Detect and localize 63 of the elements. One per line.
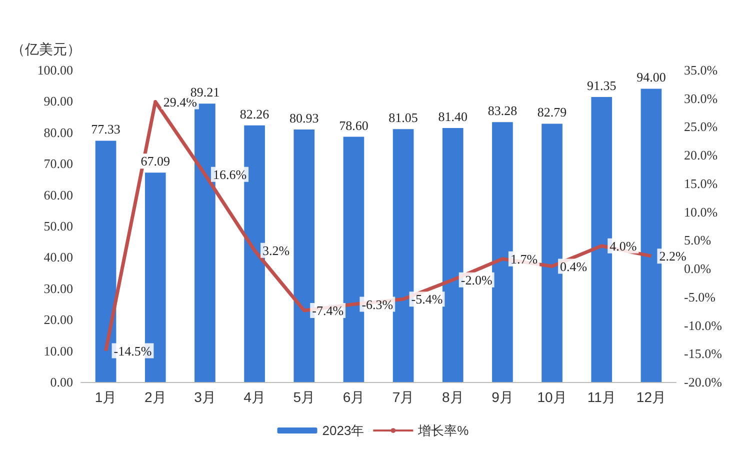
y2-tick-label: 10.0% — [684, 204, 718, 220]
y2-tick-label: 0.0% — [684, 261, 712, 276]
data-label: 67.09 — [140, 154, 170, 169]
x-tick-label: 9月 — [492, 389, 514, 405]
y2-tick-label: 35.0% — [684, 62, 718, 78]
y2-tick-label: 30.0% — [684, 90, 718, 106]
data-label: 91.35 — [587, 78, 616, 93]
x-tick-label: 3月 — [194, 389, 216, 405]
bar — [492, 122, 513, 382]
y-tick-label: 100.00 — [37, 62, 73, 78]
data-label: 4.0% — [610, 238, 637, 254]
y2-tick-label: -10.0% — [684, 318, 722, 333]
data-label: 3.2% — [262, 242, 290, 258]
y2-tick-label: 20.0% — [684, 148, 718, 163]
y-tick-label: 30.00 — [44, 280, 73, 296]
x-tick-label: 6月 — [342, 389, 365, 405]
data-label: -2.0% — [460, 272, 492, 288]
data-label: 78.60 — [339, 118, 368, 133]
data-label: -14.5% — [114, 343, 152, 358]
x-tick-label: 11月 — [587, 389, 616, 405]
data-label: 82.79 — [537, 104, 567, 120]
data-label: 16.6% — [212, 166, 247, 182]
legend-label: 增长率% — [417, 423, 470, 438]
x-tick-label: 12月 — [636, 389, 666, 405]
bar — [194, 104, 216, 382]
data-label: 81.40 — [438, 109, 468, 124]
y-tick-label: 60.00 — [44, 187, 73, 202]
y2-tick-label: -5.0% — [684, 289, 716, 304]
data-label: 77.33 — [91, 122, 120, 137]
x-tick-label: 7月 — [392, 389, 414, 405]
x-tick-label: 2月 — [144, 389, 166, 405]
y-tick-label: 50.00 — [44, 218, 73, 234]
x-tick-label: 10月 — [537, 389, 567, 405]
data-label: 1.7% — [510, 251, 538, 266]
x-tick-label: 8月 — [442, 389, 464, 405]
data-label: 82.26 — [240, 106, 270, 122]
y-tick-label: 20.00 — [44, 312, 73, 328]
y2-tick-label: -15.0% — [684, 346, 722, 362]
data-label: 0.4% — [560, 258, 588, 274]
legend-label: 2023年 — [322, 423, 364, 438]
y-tick-label: 40.00 — [44, 250, 73, 265]
y2-tick-label: 25.0% — [684, 119, 718, 134]
data-label: 81.05 — [388, 110, 418, 126]
data-label: 80.93 — [290, 110, 319, 126]
y-tick-label: 10.00 — [44, 343, 73, 358]
y-tick-label: 70.00 — [44, 156, 73, 172]
x-tick-label: 4月 — [244, 389, 266, 405]
y2-tick-label: 15.0% — [684, 176, 718, 191]
y-tick-label: 80.00 — [44, 124, 73, 140]
x-tick-label: 5月 — [293, 389, 316, 405]
y-tick-label: 0.00 — [50, 374, 73, 390]
y2-tick-label: 5.0% — [684, 232, 712, 248]
data-label: 2.2% — [659, 248, 686, 264]
y2-tick-label: -20.0% — [684, 374, 722, 390]
data-label: -7.4% — [312, 303, 344, 318]
data-label: 94.00 — [636, 70, 666, 85]
data-label: 83.28 — [488, 103, 518, 118]
y-axis-title: （亿美元） — [11, 41, 81, 57]
bar — [542, 124, 562, 382]
data-label: -6.3% — [362, 296, 394, 312]
x-tick-label: 1月 — [94, 389, 117, 405]
data-label: -5.4% — [411, 292, 443, 307]
y-tick-label: 90.00 — [44, 94, 73, 109]
